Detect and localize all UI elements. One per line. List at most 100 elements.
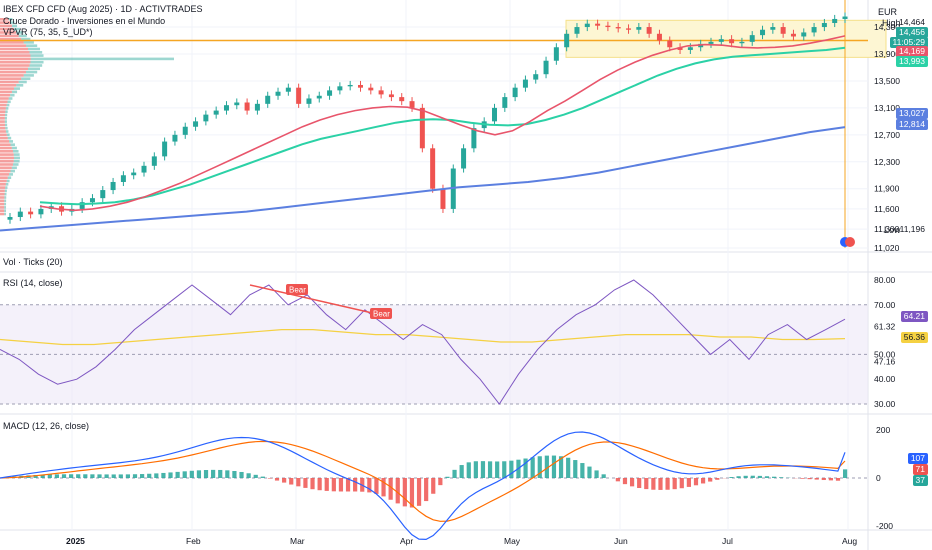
candle-body [409, 101, 415, 108]
ma-slow-line [39, 46, 846, 206]
time-tick-label: Aug [842, 536, 857, 546]
macd-histogram-bar [324, 478, 329, 491]
macd-histogram-bar [61, 474, 67, 478]
rsi-pane-title[interactable]: RSI (14, close) [3, 278, 63, 288]
macd-histogram-bar [566, 457, 571, 478]
candle-body [131, 172, 137, 176]
price-tick-label: 13,900 [874, 49, 900, 59]
vpvr-bar-down [0, 24, 12, 28]
vpvr-bar-up [16, 84, 24, 87]
macd-histogram-bar [459, 465, 464, 478]
macd-histogram-bar [125, 474, 131, 478]
ma-fast-line [39, 35, 846, 212]
macd-histogram-bar [402, 478, 407, 507]
candle-body [285, 87, 291, 92]
candle-body [162, 141, 168, 157]
vpvr-bar-down [0, 44, 27, 47]
candle-body [749, 35, 755, 42]
price-tick-label: 13,500 [874, 76, 900, 86]
vpvr-bar-down [0, 150, 13, 153]
price-axis[interactable]: 11,020 11,300 11,600 11,900 12,300 12,700 13,1… [874, 22, 900, 531]
price-pane[interactable] [0, 0, 887, 248]
candle-body [100, 190, 106, 199]
vpvr-bar-down [0, 80, 19, 84]
candle-body [182, 126, 188, 135]
candle-body [832, 18, 838, 24]
vpvr-bar-down [0, 103, 7, 107]
vpvr-bar-down [0, 183, 6, 186]
candle-body [677, 47, 683, 50]
candle-body [821, 23, 827, 28]
time-tick-label: May [504, 536, 521, 546]
macd-histogram-bar [331, 478, 336, 492]
macd-histogram-bar [267, 478, 273, 479]
vpvr-bar-up [13, 87, 20, 90]
candle-body [801, 32, 807, 37]
indicator-vpvr[interactable]: VPVR (75, 35, 5_UD*) [3, 27, 93, 37]
vpvr-bar-up [21, 37, 31, 41]
vpvr-bar-up [4, 120, 7, 123]
vpvr-bar-down [0, 37, 22, 41]
candle-body [626, 28, 632, 30]
macd-histogram-bar [416, 478, 422, 506]
vpvr-bar-up [21, 77, 31, 80]
rsi-pane[interactable]: Bear Bear [0, 279, 868, 405]
macd-histogram-bar [189, 470, 194, 478]
candle-body [646, 27, 652, 34]
candle-body [244, 102, 250, 111]
candle-body [790, 33, 796, 37]
candle-body [502, 97, 508, 108]
time-axis[interactable]: 2025 Feb Mar Apr May Jun Jul Aug [66, 536, 857, 546]
time-tick-label: Feb [186, 536, 201, 546]
vpvr-bar-up [23, 74, 34, 77]
candle-body [729, 39, 735, 44]
macd-histogram-bar [203, 470, 209, 478]
macd-histogram-bar [523, 458, 528, 478]
vpvr-bar-down [0, 209, 5, 212]
macd-histogram-bar [644, 478, 649, 490]
vpvr-bar-down [0, 107, 6, 110]
candle-body [574, 27, 580, 34]
vpvr-bar-up [18, 80, 27, 84]
macd-pane[interactable] [0, 431, 868, 541]
vpvr-bar-up [4, 212, 7, 216]
vpvr-bar-down [0, 146, 12, 150]
macd-histogram-bar [658, 478, 663, 490]
candle-body [595, 23, 601, 26]
macd-histogram-bar [452, 469, 457, 478]
macd-histogram-bar [132, 474, 138, 478]
macd-histogram-bar [686, 478, 691, 487]
vpvr-bar-down [0, 31, 17, 34]
macd-histogram-bar [161, 472, 166, 478]
macd-histogram-bar [274, 478, 280, 481]
macd-histogram-bar [509, 460, 514, 478]
macd-pane-title[interactable]: MACD (12, 26, close) [3, 421, 90, 431]
last-price-tag: 14,456 [896, 27, 928, 38]
macd-histogram-bar [83, 474, 88, 478]
macd-histogram-bar [381, 478, 386, 497]
macd-histogram-bar [76, 474, 81, 478]
signal-line [0, 440, 846, 522]
low-label: Low [884, 225, 901, 235]
vol-pane-title[interactable]: Vol · Ticks (20) [3, 257, 63, 267]
macd-histogram-bar [111, 474, 116, 478]
vpvr-bar-up [5, 107, 9, 110]
vpvr-bar-down [0, 123, 5, 127]
vpvr-bar-down [0, 74, 24, 77]
indicator-golden-cross[interactable]: Cruce Dorado - Inversiones en el Mundo [3, 16, 166, 26]
macd-histogram-bar [729, 477, 734, 478]
candle-body [533, 74, 539, 80]
macd-histogram-bar [260, 476, 265, 478]
candle-body [316, 95, 322, 99]
macd-histogram-bar [487, 461, 493, 478]
price-tick-label: 14,300 [874, 22, 900, 32]
vpvr-bar-up [13, 159, 20, 163]
candle-body [296, 87, 302, 104]
vpvr-bar-down [0, 212, 5, 216]
vpvr-bar-up [6, 179, 10, 183]
macd-histogram-bar [296, 478, 301, 487]
candle-body [399, 97, 405, 102]
macd-histogram-bar [502, 461, 507, 478]
candle-body [28, 211, 34, 215]
